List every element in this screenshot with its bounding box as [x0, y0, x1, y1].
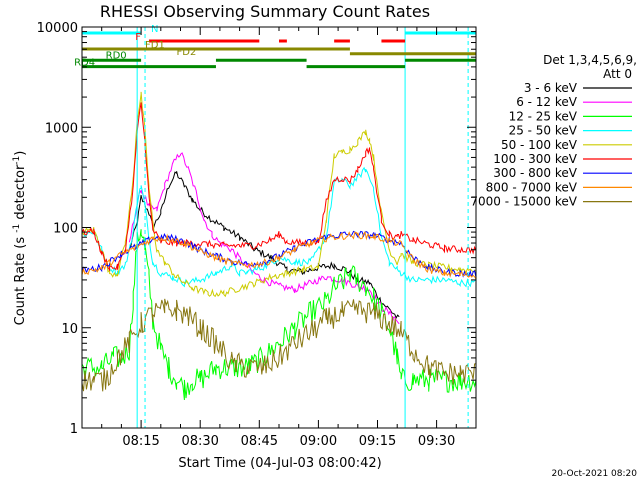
- legend-entry-label: 800 - 7000 keV: [486, 180, 578, 194]
- x-tick-label: 09:30: [418, 434, 455, 449]
- status-bar-label: N: [151, 24, 158, 35]
- legend-entry-label: 3 - 6 keV: [524, 81, 578, 95]
- series-line: [128, 171, 400, 319]
- status-bar-label: RD4: [74, 58, 95, 69]
- y-axis-label-close: ): [13, 151, 28, 156]
- legend-entry-label: 300 - 800 keV: [493, 166, 577, 180]
- y-tick-label: 10: [61, 322, 78, 337]
- y-axis-label-main: Count Rate (s: [13, 237, 28, 326]
- status-bar-label: F: [135, 32, 141, 43]
- legend-header-2: Att 0: [603, 67, 632, 81]
- y-tick-label: 100: [53, 222, 78, 237]
- x-tick-label: 08:30: [181, 434, 218, 449]
- legend-entry-label: 50 - 100 keV: [501, 138, 578, 152]
- legend-entry-label: 7000 - 15000 keV: [470, 195, 577, 209]
- x-axis-label: Start Time (04-Jul-03 08:00:42): [178, 456, 381, 471]
- y-axis-label-rest: detector: [13, 164, 28, 224]
- footer-timestamp: 20-Oct-2021 08:20: [552, 469, 638, 479]
- status-bar-label: FD2: [177, 47, 197, 58]
- y-axis-label-exp2: -1: [12, 156, 22, 165]
- x-tick-label: 09:15: [359, 434, 396, 449]
- legend-entry-label: 6 - 12 keV: [516, 95, 578, 109]
- series-line: [82, 166, 476, 288]
- status-bar-label: FD1: [145, 40, 165, 51]
- legend-entry-label: 25 - 50 keV: [509, 124, 578, 138]
- legend-header-1: Det 1,3,4,5,6,9,: [543, 53, 637, 67]
- series-line: [82, 91, 476, 298]
- y-axis-label-exp: -1: [12, 224, 22, 233]
- plot-area: NF FD1 FD2 RD0 RD4 08:15 08:30 08:45 09:00 09:15 0…: [37, 21, 477, 449]
- status-bar-label: RD0: [106, 50, 127, 61]
- x-tick-label: 08:45: [241, 434, 278, 449]
- legend-entry-label: 100 - 300 keV: [493, 152, 577, 166]
- series-line: [82, 231, 476, 280]
- series-line: [82, 298, 476, 392]
- y-axis-label: Count Rate (s -1 detector-1): [12, 151, 28, 326]
- x-tick-label: 09:00: [300, 434, 337, 449]
- y-tick-label: 10000: [37, 21, 78, 36]
- plot-frame: [81, 26, 477, 429]
- chart-title: RHESSI Observing Summary Count Rates: [100, 2, 430, 21]
- legend-entry-label: 12 - 25 keV: [509, 109, 578, 123]
- series-group: [82, 91, 476, 401]
- y-tick-label: 1: [70, 422, 78, 437]
- y-tick-label: 1000: [45, 121, 78, 136]
- series-line: [128, 152, 400, 325]
- x-tick-label: 08:15: [122, 434, 159, 449]
